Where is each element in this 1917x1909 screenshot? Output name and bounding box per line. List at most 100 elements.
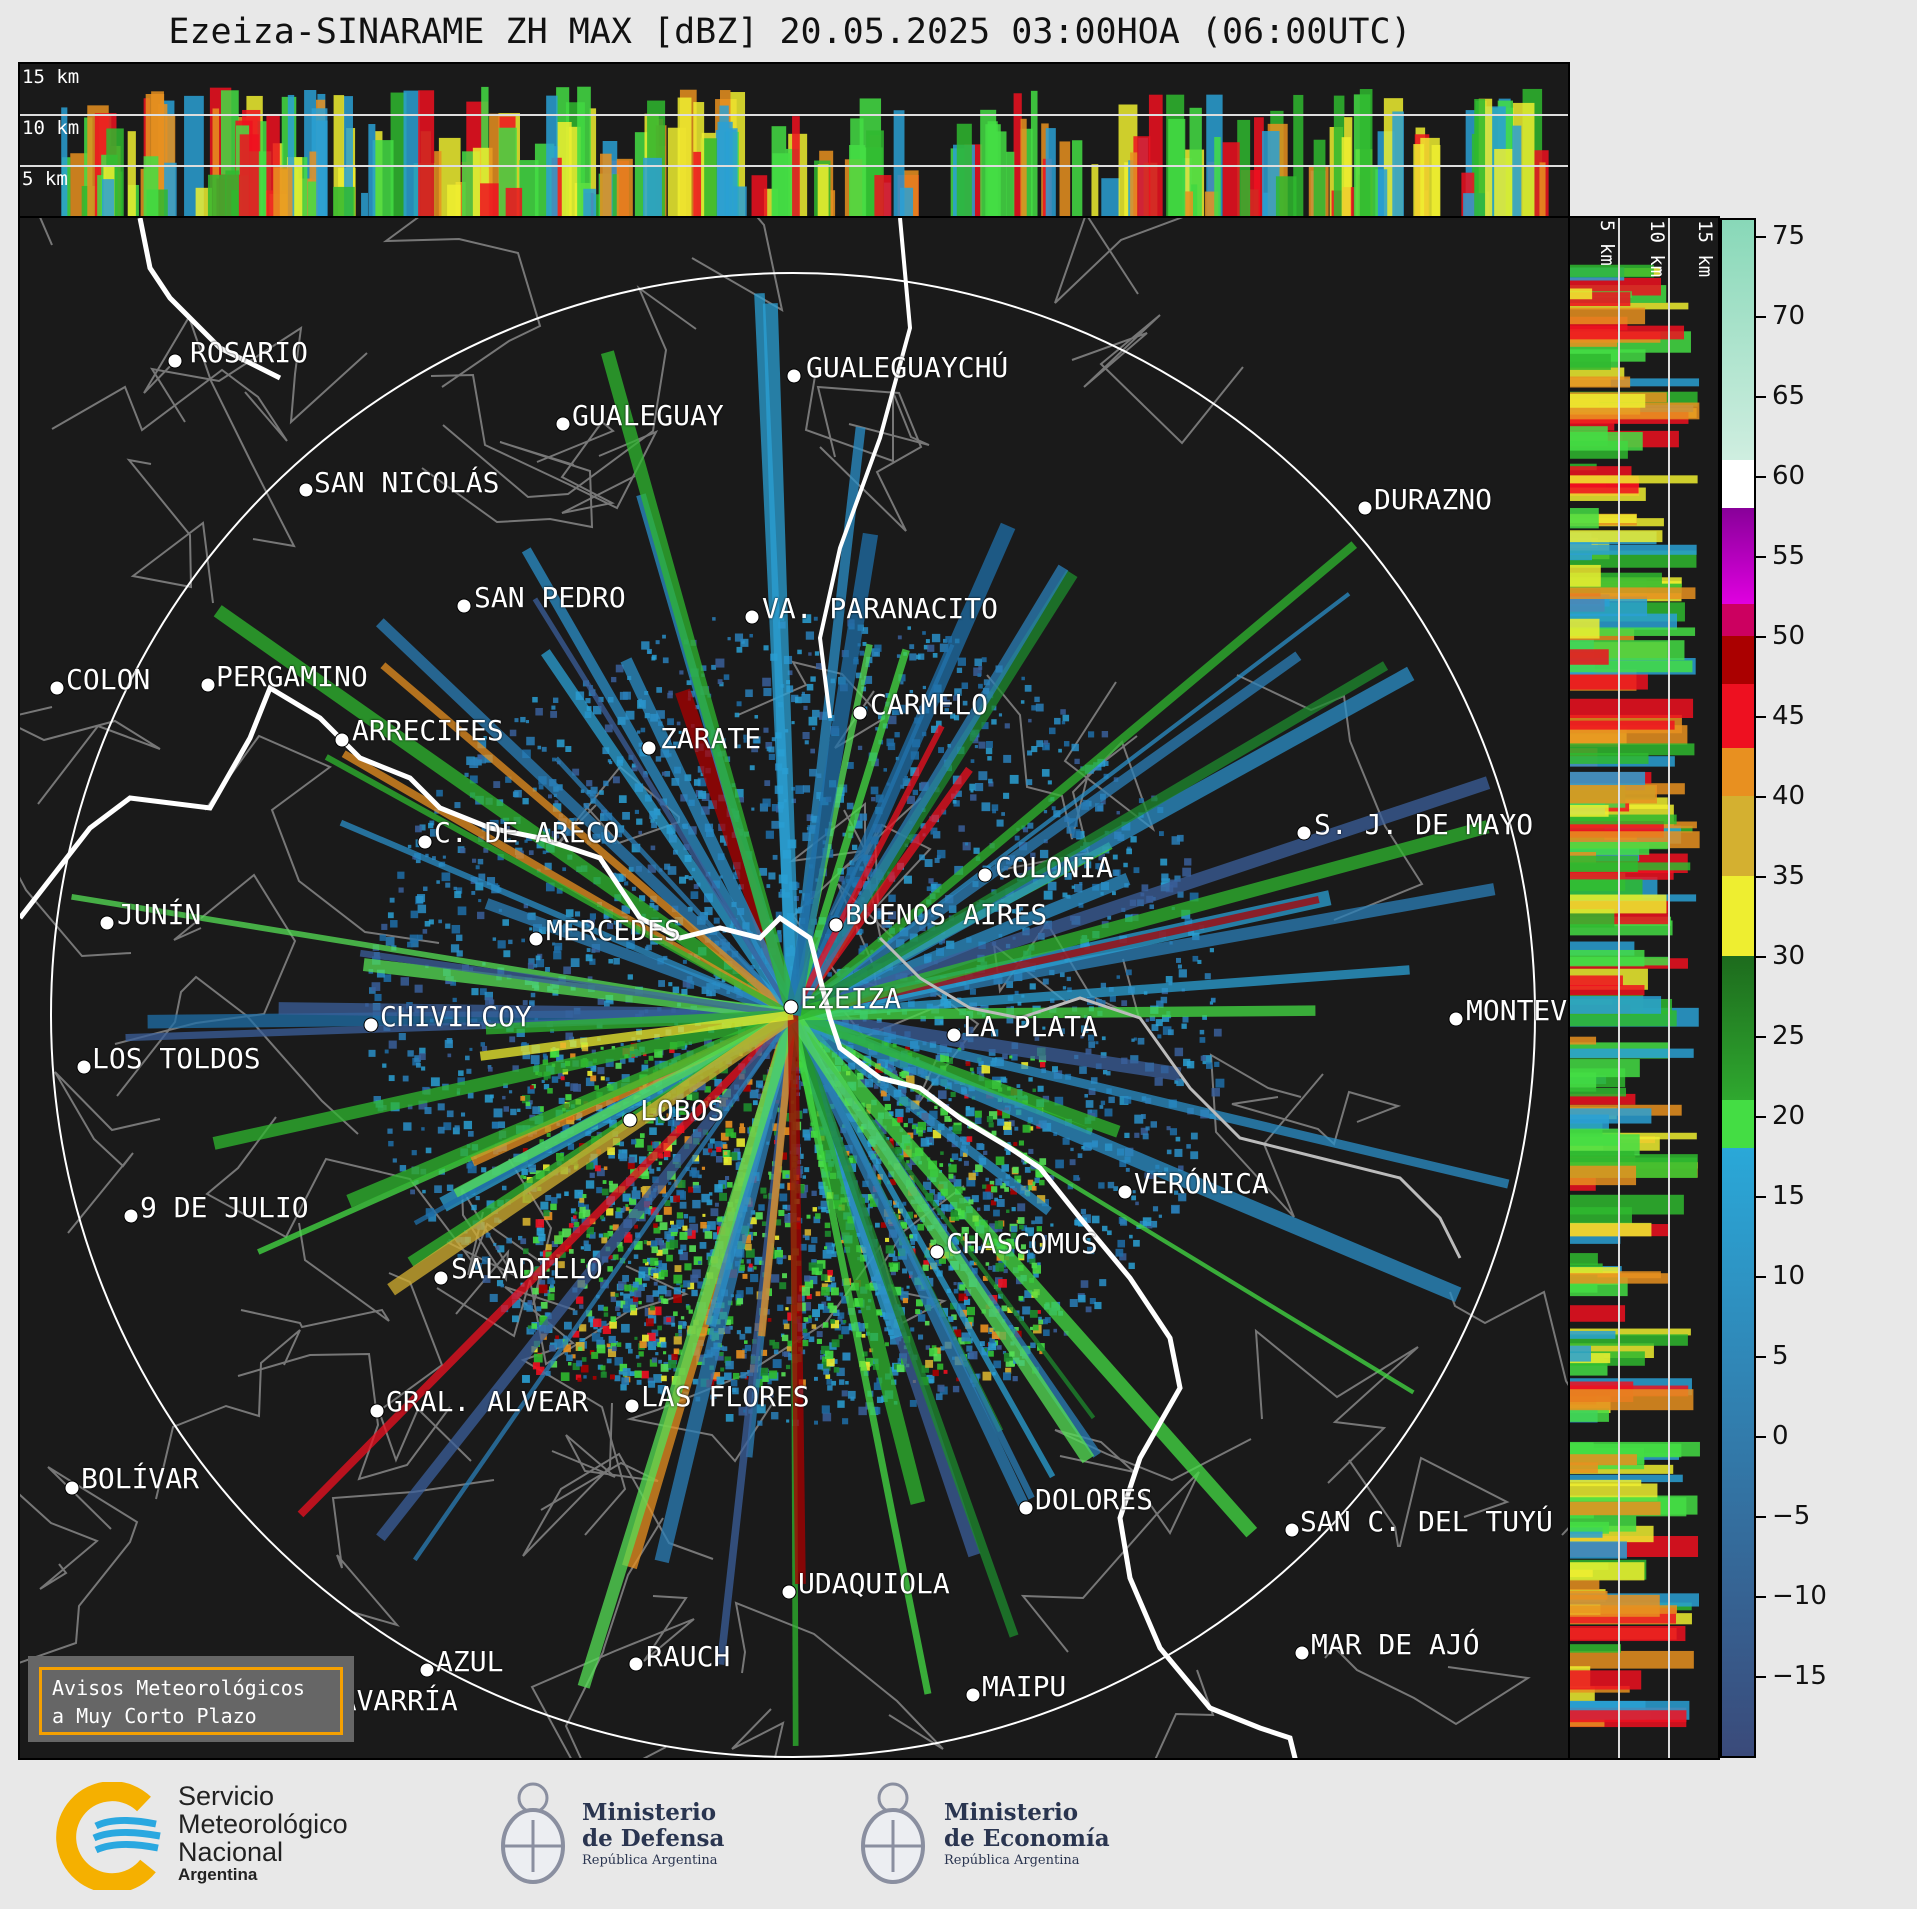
city-marker — [64, 1480, 80, 1496]
city-marker — [965, 1687, 981, 1703]
radar-range-ring — [50, 272, 1536, 1758]
city-label: SAN PEDRO — [474, 581, 626, 614]
city-marker — [200, 677, 216, 693]
defensa-line-1: Ministerio — [582, 1799, 717, 1826]
smn-line-3: Nacional — [178, 1837, 284, 1867]
city-label: SALADILLO — [451, 1252, 603, 1285]
colorbar-tick-label: 5 — [1772, 1341, 1789, 1371]
colorbar-tick-label: 35 — [1772, 861, 1806, 891]
city-label: CHIVILCOY — [380, 1000, 532, 1033]
city-label: S. J. DE MAYO — [1314, 808, 1534, 841]
city-marker — [123, 1208, 139, 1224]
height-line-10km — [20, 114, 1568, 116]
smn-logo: Servicio Meteorológico Nacional Argentin… — [56, 1782, 386, 1890]
city-label: BOLÍVAR — [81, 1462, 200, 1495]
city-marker — [167, 353, 183, 369]
colorbar-tick — [1756, 316, 1766, 318]
map-title: Ezeiza-SINARAME ZH MAX [dBZ] 20.05.2025 … — [168, 12, 1412, 52]
economia-line-2: de Economía — [944, 1825, 1110, 1852]
top-cross-section-panel: 15 km 10 km 5 km — [18, 62, 1570, 218]
city-marker — [298, 482, 314, 498]
smn-line-2: Meteorológico — [178, 1809, 348, 1839]
top-cross-section-echo — [61, 86, 1549, 216]
city-marker — [781, 1584, 797, 1600]
city-label: GRAL. ALVEAR — [386, 1385, 589, 1418]
city-marker — [786, 368, 802, 384]
city-label: RAUCH — [646, 1640, 731, 1673]
aviso-badge-frame: Avisos Meteorológicos a Muy Corto Plazo — [39, 1667, 343, 1735]
colorbar-tick-label: 0 — [1772, 1421, 1789, 1451]
colorbar-segment — [1722, 1100, 1754, 1148]
colorbar-segment — [1722, 796, 1754, 876]
city-marker — [76, 1059, 92, 1075]
city-marker — [828, 917, 844, 933]
defensa-logo: Ministerio de Defensa República Argentin… — [494, 1774, 754, 1896]
colorbar-segment — [1722, 460, 1754, 508]
colorbar-tick — [1756, 1516, 1766, 1518]
city-label: MONTEVIDEO — [1466, 994, 1568, 1027]
height-label-10km: 10 km — [22, 117, 80, 139]
defensa-line-2: de Defensa — [582, 1825, 725, 1852]
city-marker — [417, 834, 433, 850]
colorbar-segment — [1722, 604, 1754, 636]
colorbar-tick-label: 20 — [1772, 1101, 1806, 1131]
city-marker — [1284, 1522, 1300, 1538]
colorbar-tick — [1756, 476, 1766, 478]
city-label: DURAZNO — [1374, 483, 1493, 516]
city-label: BUENOS AIRES — [845, 898, 1048, 931]
city-label: 9 DE JULIO — [140, 1191, 309, 1224]
colorbar-segment — [1722, 1148, 1754, 1756]
colorbar-tick — [1756, 1276, 1766, 1278]
city-label: SAN C. DEL TUYÚ — [1300, 1505, 1553, 1538]
city-label: LAS FLORES — [641, 1380, 810, 1413]
colorbar-tick — [1756, 556, 1766, 558]
city-marker — [977, 867, 993, 883]
colorbar-tick-label: 15 — [1772, 1181, 1806, 1211]
smn-line-1: Servicio — [178, 1781, 275, 1811]
city-label: GUALEGUAY — [572, 399, 724, 432]
economia-line-1: Ministerio — [944, 1799, 1079, 1826]
colorbar-segment — [1722, 636, 1754, 684]
height-line-5km — [20, 165, 1568, 167]
radar-map — [20, 218, 1568, 1758]
colorbar-tick-label: 10 — [1772, 1261, 1806, 1291]
city-label: VA. PARANACITO — [762, 592, 999, 625]
right-cross-section-panel: 5 km 10 km 15 km — [1568, 216, 1720, 1760]
city-marker — [433, 1270, 449, 1286]
colorbar-tick — [1756, 1116, 1766, 1118]
city-label: C. DE ARECO — [434, 816, 620, 849]
economia-line-3: República Argentina — [944, 1853, 1080, 1868]
city-label: AZUL — [436, 1645, 504, 1678]
city-label: COLONIA — [995, 851, 1114, 884]
city-marker — [1448, 1011, 1464, 1027]
city-label: LOS TOLDOS — [92, 1042, 261, 1075]
dbz-colorbar — [1720, 218, 1756, 1758]
colorbar-tick — [1756, 716, 1766, 718]
radar-echo-field — [71, 293, 1510, 1746]
height-label-15km-vertical: 15 km — [1694, 220, 1716, 278]
colorbar-tick-label: 55 — [1772, 541, 1806, 571]
city-label: DOLORES — [1035, 1483, 1154, 1516]
city-marker — [624, 1398, 640, 1414]
city-marker — [363, 1017, 379, 1033]
height-label-10km-vertical: 10 km — [1646, 220, 1668, 278]
colorbar-tick-label: 75 — [1772, 221, 1806, 251]
city-marker — [49, 680, 65, 696]
city-label: JUNÍN — [117, 898, 202, 931]
city-marker — [419, 1662, 435, 1678]
city-marker — [744, 609, 760, 625]
colorbar-tick-label: −5 — [1772, 1501, 1811, 1531]
smn-emblem-icon — [56, 1782, 161, 1890]
city-marker — [622, 1112, 638, 1128]
city-label: CARMELO — [870, 688, 989, 721]
colorbar-segment — [1722, 684, 1754, 748]
colorbar-tick — [1756, 1356, 1766, 1358]
colorbar-segment — [1722, 220, 1754, 460]
colorbar-tick-label: 40 — [1772, 781, 1806, 811]
city-label: PERGAMINO — [216, 660, 368, 693]
city-marker — [1117, 1184, 1133, 1200]
colorbar-tick-label: −15 — [1772, 1661, 1827, 1691]
city-marker — [1357, 500, 1373, 516]
aviso-badge[interactable]: Avisos Meteorológicos a Muy Corto Plazo — [28, 1656, 354, 1742]
colorbar-tick-label: 25 — [1772, 1021, 1806, 1051]
